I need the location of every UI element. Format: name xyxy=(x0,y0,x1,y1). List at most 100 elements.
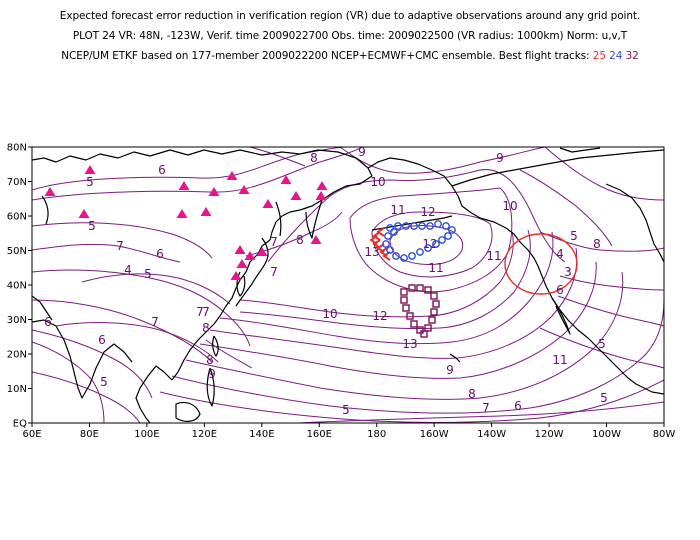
track-32-marker xyxy=(430,308,438,316)
contour-value-label: 10 xyxy=(502,199,517,213)
coast-indochina xyxy=(135,365,173,423)
raob-triangle-marker xyxy=(44,187,56,196)
contour-4-west xyxy=(32,243,181,263)
track-32-marker xyxy=(416,326,424,334)
lon-tick-label: 80E xyxy=(80,429,99,440)
raob-triangle-marker xyxy=(262,199,274,208)
contour-8-north xyxy=(249,147,306,167)
contour-5-lower xyxy=(205,339,253,369)
contour-7-japan xyxy=(245,211,343,257)
raob-triangle-marker xyxy=(244,251,256,260)
lat-tick-label: 70N xyxy=(7,177,27,188)
track-24-marker xyxy=(386,224,394,232)
contour-value-label: 6 xyxy=(98,333,106,347)
header: Expected forecast error reduction in ver… xyxy=(0,6,700,66)
contour-value-label: 8 xyxy=(310,151,318,165)
raob-triangle-marker xyxy=(256,247,268,256)
track-32-marker xyxy=(400,288,408,296)
track-24-marker xyxy=(400,254,408,262)
raob-triangle-marker xyxy=(176,209,188,218)
track-32-marker xyxy=(406,312,414,320)
contour-value-label: 5 xyxy=(86,175,94,189)
contour-8-east xyxy=(539,231,664,252)
track-32-marker xyxy=(410,320,418,328)
contour-5-south xyxy=(159,379,664,423)
track-32-marker xyxy=(420,330,428,338)
coast-sakhalin xyxy=(275,201,282,237)
contour-lines xyxy=(32,147,664,423)
title-line-3: NCEP/UM ETKF based on 177-member 2009022… xyxy=(0,46,700,66)
contour-value-label: 5 xyxy=(598,337,606,351)
lat-tick-label: 50N xyxy=(7,246,27,257)
contour-value-label: 10 xyxy=(370,175,385,189)
track-24-marker xyxy=(402,222,410,230)
lon-tick-label: 120W xyxy=(535,429,564,440)
contour-value-label: 6 xyxy=(514,399,522,413)
contour-value-label: 11 xyxy=(390,203,405,217)
contour-value-label: 11 xyxy=(552,353,567,367)
map-frame xyxy=(31,146,665,424)
track-24-marker xyxy=(432,240,440,248)
contour-value-label: 5 xyxy=(570,229,578,243)
contour-8-ne xyxy=(544,147,664,201)
contour-11-south xyxy=(239,229,531,330)
contour-6-east xyxy=(557,295,664,327)
coast-philippines xyxy=(206,367,215,407)
contour-value-label: 6 xyxy=(156,247,164,261)
raob-triangle-marker xyxy=(178,181,190,190)
track-24-marker xyxy=(416,248,424,256)
contour-5-west xyxy=(32,222,213,259)
track-32-label: 32 xyxy=(625,50,639,62)
coast-arabia-east xyxy=(32,295,53,321)
contour-value-label: 8 xyxy=(296,233,304,247)
flight-track-24 xyxy=(382,220,456,262)
contour-value-label: 10 xyxy=(322,307,337,321)
contour-7-west xyxy=(32,299,213,363)
track-25-marker xyxy=(372,239,381,249)
track-32-marker xyxy=(408,284,416,292)
contour-5-sw xyxy=(32,371,141,423)
track-32-marker xyxy=(428,316,436,324)
coast-borneo xyxy=(175,401,201,422)
contour-9-north xyxy=(339,147,546,174)
contour-8-south xyxy=(199,261,597,379)
contour-7-east xyxy=(559,275,664,291)
contour-value-label: 6 xyxy=(44,315,52,329)
lon-tick-label: 100W xyxy=(592,429,621,440)
track-24-marker xyxy=(384,232,392,240)
contour-value-label: 7 xyxy=(116,239,124,253)
contour-7-central xyxy=(81,273,231,305)
track-24-marker xyxy=(386,246,394,254)
contour-value-label: 11 xyxy=(428,261,443,275)
lon-tick-label: 160E xyxy=(307,429,332,440)
contour-9-south xyxy=(209,247,578,359)
lat-tick-label: 40N xyxy=(7,281,27,292)
raob-triangle-marker xyxy=(280,175,292,184)
lon-tick-label: 80W xyxy=(653,429,676,440)
contour-value-label: 7 xyxy=(196,305,204,319)
track-24-marker xyxy=(418,222,426,230)
contour-4-south xyxy=(299,401,664,423)
contour-value-label: 9 xyxy=(358,145,366,159)
contour-value-label: 5 xyxy=(342,403,350,417)
contour-10-south xyxy=(219,231,554,345)
contour-value-label: 9 xyxy=(446,363,454,377)
track-24-marker xyxy=(444,232,452,240)
track-25-marker xyxy=(372,231,381,241)
raob-triangle-marker xyxy=(84,165,96,174)
raob-triangle-marker xyxy=(234,245,246,254)
track-25-label: 25 xyxy=(592,50,606,62)
coast-baja xyxy=(551,297,571,335)
lat-tick-label: 30N xyxy=(7,315,27,326)
coast-arctic-islands xyxy=(559,147,601,153)
raob-triangle-marker xyxy=(208,187,220,196)
contour-12 xyxy=(371,211,493,278)
lon-tick-label: 140E xyxy=(249,429,274,440)
flight-track-32 xyxy=(400,284,440,338)
track-32-marker xyxy=(424,324,432,332)
title-line-3-prefix: NCEP/UM ETKF based on 177-member 2009022… xyxy=(61,50,590,62)
coast-japan xyxy=(235,237,269,307)
track-32-marker xyxy=(400,296,408,304)
